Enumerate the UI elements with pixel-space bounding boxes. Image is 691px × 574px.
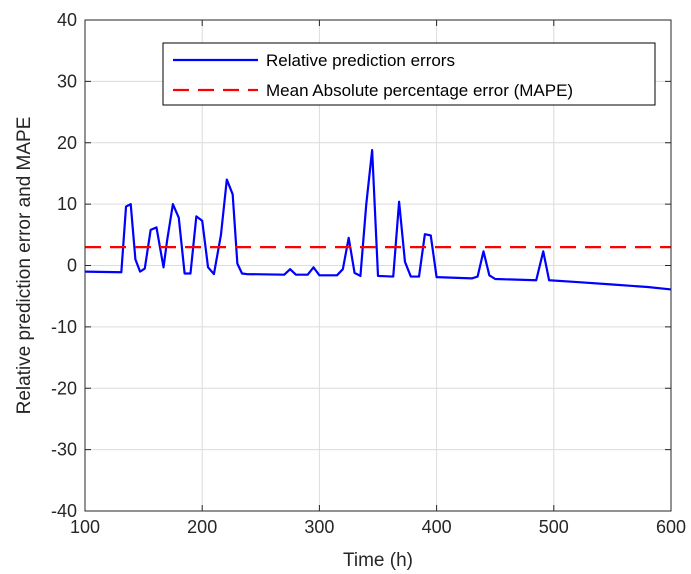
- series-line-relative-errors: [84, 149, 672, 291]
- y-axis-label: Relative prediction error and MAPE: [14, 117, 35, 415]
- x-tick-label: 200: [187, 517, 217, 537]
- legend-label-mape: Mean Absolute percentage error (MAPE): [266, 81, 573, 100]
- y-tick-label: -10: [51, 317, 77, 337]
- x-tick-label: 400: [422, 517, 452, 537]
- x-tick-label: 500: [539, 517, 569, 537]
- legend-box: [162, 42, 656, 106]
- x-tick-label: 300: [304, 517, 334, 537]
- y-tick-label: 40: [57, 10, 77, 30]
- series-layer: [84, 149, 672, 291]
- y-tick-label: 0: [67, 256, 77, 276]
- tick-labels: 100 200 300 400 500 600 -40 -30 -20 -10 0 10 20 30 40: [51, 10, 686, 537]
- y-tick-label: 10: [57, 194, 77, 214]
- legend-label-relative-errors: Relative prediction errors: [266, 51, 455, 70]
- legend: Relative prediction errors Mean Absolute…: [162, 42, 656, 106]
- x-tick-label: 100: [70, 517, 100, 537]
- y-tick-label: 30: [57, 71, 77, 91]
- x-axis-label: Time (h): [343, 550, 413, 571]
- y-tick-label: 20: [57, 133, 77, 153]
- y-tick-label: -30: [51, 440, 77, 460]
- y-tick-label: -40: [51, 501, 77, 521]
- y-tick-label: -20: [51, 378, 77, 398]
- ticks: [84, 19, 672, 512]
- x-tick-label: 600: [656, 517, 686, 537]
